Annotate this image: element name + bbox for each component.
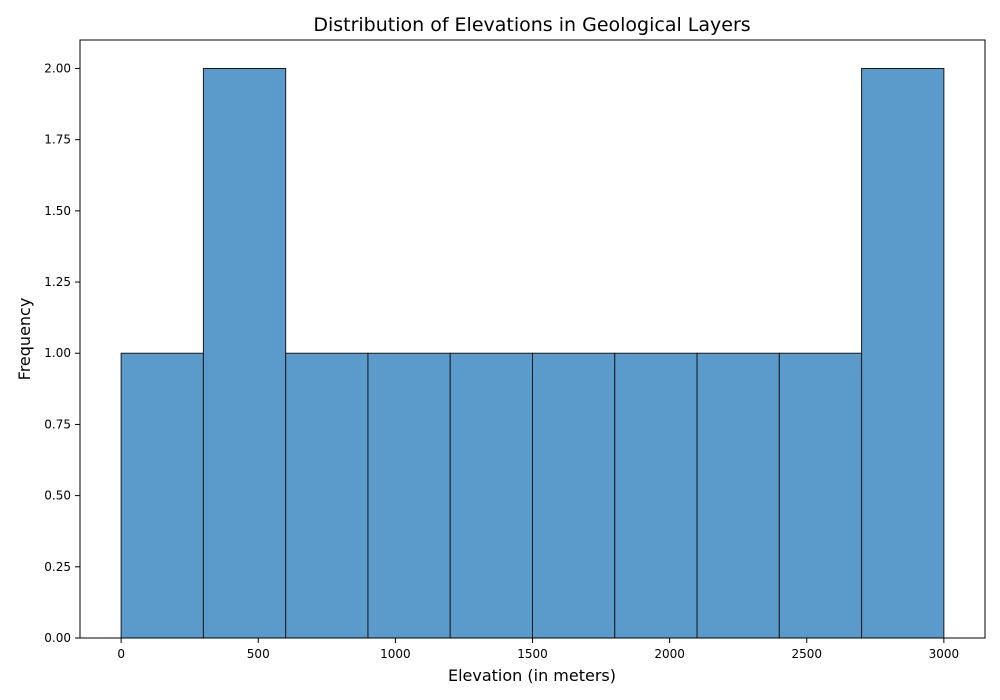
x-axis-label: Elevation (in meters) — [448, 666, 616, 685]
histogram-bar — [778, 352, 863, 639]
y-axis-label: Frequency — [15, 298, 34, 381]
y-tick-label: 0.75 — [44, 417, 71, 431]
x-tick-label: 2500 — [791, 647, 822, 661]
bars-group — [120, 67, 945, 639]
x-tick-label: 500 — [247, 647, 270, 661]
x-tick-label: 2000 — [654, 647, 685, 661]
histogram-bar — [614, 352, 698, 639]
y-tick-label: 1.75 — [44, 133, 71, 147]
x-tick-label: 1000 — [380, 647, 411, 661]
y-tick-label: 0.25 — [44, 560, 71, 574]
y-axis: 0.00 0.25 0.50 0.75 1.00 1.25 1.50 1.75 2.00 — [44, 61, 80, 645]
y-tick-label: 1.25 — [44, 275, 71, 289]
histogram-bar — [202, 67, 287, 639]
histogram-bar — [532, 352, 616, 639]
histogram-bar — [449, 352, 533, 639]
histogram-bar — [696, 352, 780, 639]
y-tick-label: 1.00 — [44, 346, 71, 360]
y-tick-label: 1.50 — [44, 204, 71, 218]
y-tick-label: 2.00 — [44, 61, 71, 75]
y-tick-label: 0.00 — [44, 631, 71, 645]
histogram-bar — [285, 352, 369, 639]
chart-title: Distribution of Elevations in Geological… — [313, 14, 750, 36]
x-tick-label: 3000 — [929, 647, 960, 661]
x-axis: 0 500 1000 1500 2000 2500 3000 — [117, 638, 959, 661]
histogram-bar — [861, 67, 945, 639]
x-tick-label: 1500 — [517, 647, 548, 661]
histogram-bar — [367, 352, 451, 639]
x-tick-label: 0 — [117, 647, 125, 661]
histogram-bar — [120, 352, 204, 639]
y-tick-label: 0.50 — [44, 489, 71, 503]
